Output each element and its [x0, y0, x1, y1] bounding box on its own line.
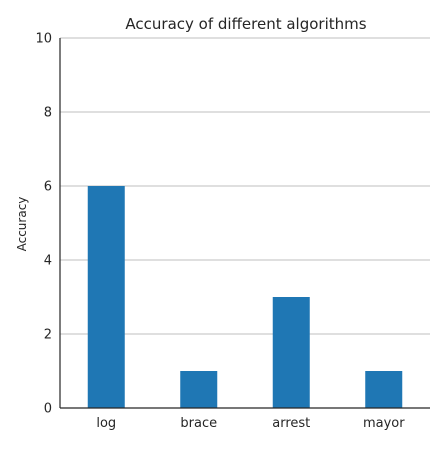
y-tick-label: 0: [44, 402, 52, 417]
x-tick-label-brace: brace: [180, 416, 217, 431]
y-axis-label: Accuracy: [15, 197, 29, 252]
bars: [87, 186, 403, 408]
y-tick-labels: 0 2 4 6 8 10: [35, 32, 52, 417]
y-tick-label: 8: [44, 106, 52, 121]
y-tick-label: 6: [44, 180, 52, 195]
x-tick-label-log: log: [96, 416, 116, 431]
chart-title: Accuracy of different algorithms: [125, 15, 366, 33]
y-tick-label: 4: [44, 254, 52, 269]
x-tick-label-arrest: arrest: [272, 416, 310, 431]
bar-arrest: [272, 297, 310, 408]
y-tick-label: 10: [35, 32, 52, 47]
y-tick-label: 2: [44, 328, 52, 343]
bar-brace: [180, 371, 218, 408]
bar-log: [87, 186, 125, 408]
axes: [59, 38, 430, 409]
x-tick-labels: log brace arrest mayor: [96, 416, 405, 431]
bar-mayor: [365, 371, 403, 408]
x-tick-label-mayor: mayor: [363, 416, 405, 431]
